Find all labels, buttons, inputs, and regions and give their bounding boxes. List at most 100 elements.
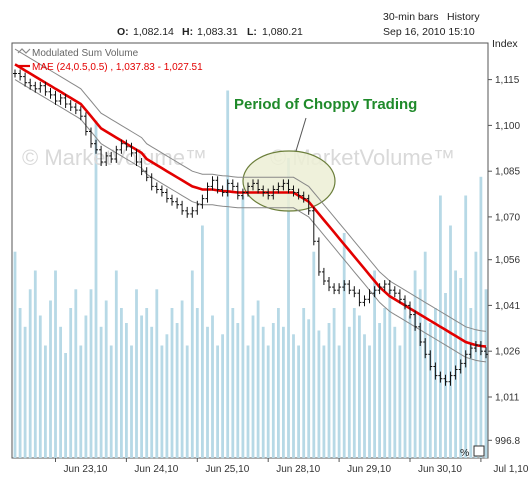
volume-bar	[226, 90, 230, 458]
volume-bar	[180, 300, 184, 458]
volume-bar	[271, 323, 275, 458]
x-tick-label: Jun 24,10	[134, 464, 178, 475]
price-bar	[48, 87, 53, 99]
low-value: 1,080.21	[262, 26, 303, 38]
price-bar	[453, 365, 458, 380]
price-bar	[367, 289, 372, 304]
y-axis: 1,115 1,100 1,085 1,070 1,056 1,041 1,026 1,011…	[488, 75, 520, 447]
price-bar	[428, 350, 433, 371]
y-tick-label: 1,011	[495, 393, 520, 404]
volume-bar	[170, 308, 174, 458]
price-bar	[78, 106, 83, 121]
y-tick-label: 1,026	[495, 347, 520, 358]
price-bar	[291, 185, 296, 197]
price-bar	[423, 338, 428, 359]
price-bar	[43, 81, 48, 96]
price-bar	[458, 359, 463, 374]
volume-bar	[352, 308, 356, 458]
volume-bar	[358, 315, 361, 458]
volume-bar	[84, 315, 88, 458]
volume-bar	[140, 315, 143, 458]
volume-bar	[418, 289, 422, 459]
volume-bar	[373, 270, 376, 458]
volume-bar	[434, 308, 437, 458]
price-bar	[13, 69, 17, 78]
history-link[interactable]: History	[447, 11, 480, 23]
high-label: H:	[182, 26, 193, 38]
timeframe-label: 30-min bars	[383, 11, 438, 23]
price-bar	[347, 280, 352, 295]
volume-bar	[125, 323, 128, 458]
x-tick-label: Jul 1,10	[493, 464, 528, 475]
price-bar	[286, 179, 291, 194]
volume-bar	[13, 251, 17, 458]
price-bar	[215, 176, 220, 194]
price-bar	[28, 78, 33, 90]
mae-lower-band	[14, 79, 487, 363]
volume-bar	[130, 345, 133, 458]
price-bar	[448, 371, 453, 386]
y-tick-label: 1,041	[495, 301, 520, 312]
price-bar	[352, 286, 357, 298]
low-label: L:	[247, 26, 257, 38]
price-bar	[256, 179, 261, 194]
price-bar	[124, 139, 129, 151]
price-bar	[114, 145, 119, 163]
percent-toggle-label: %	[460, 447, 469, 459]
price-bar	[144, 167, 149, 182]
price-bar	[139, 158, 144, 176]
price-bar	[205, 182, 210, 203]
volume-bar	[231, 308, 235, 458]
volume-bar	[287, 158, 290, 458]
volume-bar	[104, 300, 108, 458]
open-label: O:	[117, 26, 129, 38]
volume-bar	[368, 345, 371, 458]
price-bar	[240, 188, 245, 200]
price-bar	[195, 200, 200, 215]
percent-toggle-checkbox[interactable]	[473, 445, 485, 457]
price-bar	[403, 295, 407, 310]
volume-bar	[114, 270, 118, 458]
price-bar	[134, 148, 139, 166]
volume-bar	[190, 270, 194, 458]
price-bar	[23, 72, 28, 87]
price-bar	[301, 191, 306, 203]
price-bar	[433, 362, 438, 380]
volume-bar	[89, 289, 93, 459]
volume-bar	[211, 315, 214, 458]
price-bar	[281, 179, 286, 191]
volume-bar	[206, 326, 209, 459]
price-bar	[149, 173, 154, 191]
volume-bar	[54, 270, 57, 458]
volume-bar	[94, 120, 98, 458]
price-bar	[473, 341, 478, 353]
price-bar	[306, 194, 311, 215]
y-tick-label: 996.8	[495, 436, 520, 447]
volume-bar	[99, 326, 103, 459]
price-bar	[246, 182, 250, 197]
x-tick-label: Jun 29,10	[347, 464, 391, 475]
price-bar	[220, 185, 225, 197]
legend-mae: MAE (24,0.5,0.5) , 1,037.83 - 1,027.51	[32, 62, 203, 73]
volume-bar	[241, 195, 245, 458]
volume-bar	[378, 323, 381, 458]
price-bar	[104, 151, 109, 166]
volume-bar	[69, 308, 73, 458]
volume-bar	[469, 308, 473, 458]
price-bar	[235, 182, 240, 200]
price-bar	[99, 145, 104, 166]
price-bar	[83, 112, 88, 136]
volume-bar	[74, 289, 78, 459]
volume-bar	[266, 345, 270, 458]
volume-bar	[261, 326, 265, 459]
volume-bar	[135, 289, 138, 459]
price-bar	[321, 267, 326, 285]
volume-bar	[474, 251, 478, 458]
price-bar	[316, 237, 321, 276]
price-bar	[397, 289, 402, 304]
volume-bar	[317, 330, 321, 458]
volume-bar	[216, 345, 219, 458]
price-bar	[164, 188, 169, 203]
volume-bar	[297, 345, 300, 458]
legend: Modulated Sum Volume MAE (24,0.5,0.5) , …	[17, 48, 203, 73]
